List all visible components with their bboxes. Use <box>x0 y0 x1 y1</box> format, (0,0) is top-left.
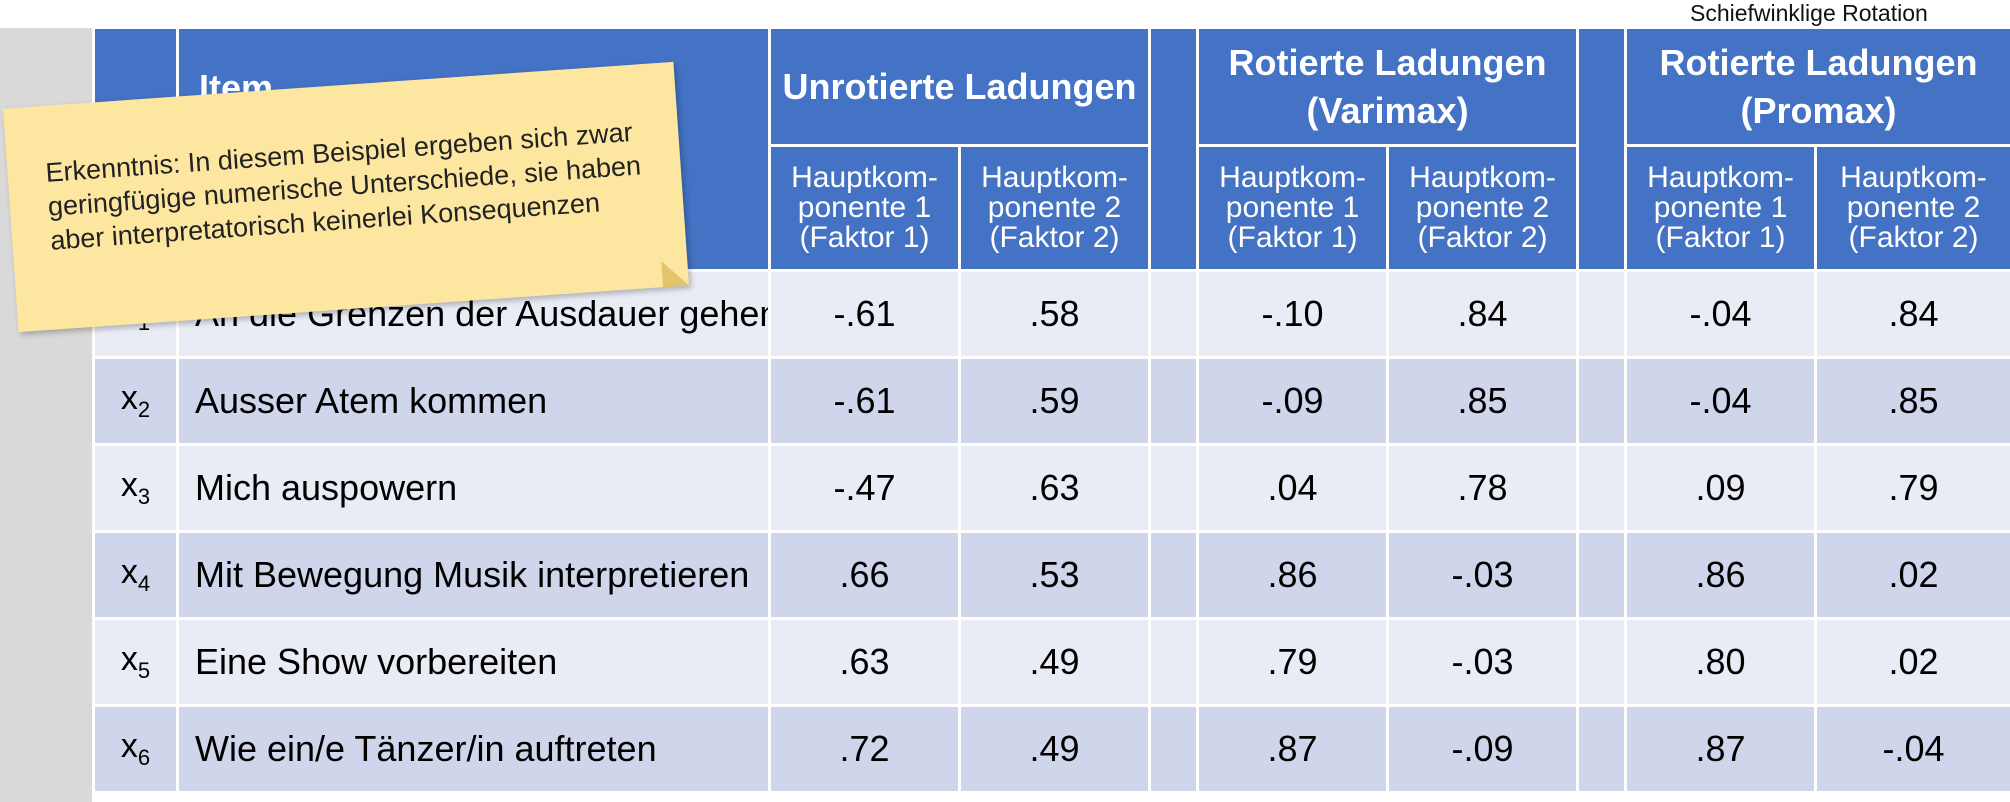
header-spacer <box>1576 26 1628 272</box>
spacer-cell <box>1576 443 1628 533</box>
table-row: x2 Ausser Atem kommen -.61 .59 -.09 .85 … <box>92 356 2010 446</box>
loading-value: -.47 <box>768 443 961 533</box>
loading-value: .09 <box>1624 443 1818 533</box>
variable-label: x5 <box>92 617 179 707</box>
loading-value: .66 <box>768 530 961 620</box>
loading-value: -.04 <box>1624 356 1818 446</box>
item-text: Eine Show vorbereiten <box>176 617 771 707</box>
loading-value: -.61 <box>768 356 961 446</box>
loading-value: .79 <box>1196 617 1390 707</box>
loading-value: .86 <box>1624 530 1818 620</box>
loading-value: .58 <box>957 269 1152 359</box>
loading-value: -.10 <box>1196 269 1390 359</box>
table-row: x6 Wie ein/e Tänzer/in auftreten .72 .49… <box>92 704 2010 794</box>
spacer-cell <box>1576 617 1628 707</box>
table-row: x5 Eine Show vorbereiten .63 .49 .79 -.0… <box>92 617 2010 707</box>
spacer-cell <box>1148 356 1200 446</box>
rotation-label: Schiefwinklige Rotation <box>1690 0 1928 26</box>
loading-value: -.61 <box>768 269 961 359</box>
loading-value: .02 <box>1814 530 2010 620</box>
spacer-cell <box>1576 269 1628 359</box>
loading-value: .85 <box>1386 356 1580 446</box>
subheader-col: Hauptkom-ponente 2 (Faktor 2) <box>1386 144 1580 272</box>
loading-value: .80 <box>1624 617 1818 707</box>
spacer-cell <box>1576 530 1628 620</box>
variable-label: x6 <box>92 704 179 794</box>
loading-value: .59 <box>957 356 1152 446</box>
loading-value: -.09 <box>1196 356 1390 446</box>
variable-label: x2 <box>92 356 179 446</box>
loading-value: .49 <box>957 704 1152 794</box>
spacer-cell <box>1148 269 1200 359</box>
variable-label: x3 <box>92 443 179 533</box>
item-text: Wie ein/e Tänzer/in auftreten <box>176 704 771 794</box>
header-group-promax: Rotierte Ladungen (Promax) <box>1624 26 2010 147</box>
header-group-varimax: Rotierte Ladungen (Varimax) <box>1196 26 1580 147</box>
variable-label: x4 <box>92 530 179 620</box>
subheader-col: Hauptkom-ponente 1 (Faktor 1) <box>1196 144 1390 272</box>
loading-value: .02 <box>1814 617 2010 707</box>
loading-value: .87 <box>1624 704 1818 794</box>
header-group-unrotated: Unrotierte Ladungen <box>767 26 1152 147</box>
spacer-cell <box>1148 530 1200 620</box>
loading-value: .53 <box>957 530 1152 620</box>
loading-value: .87 <box>1196 704 1390 794</box>
item-text: Ausser Atem kommen <box>176 356 771 446</box>
spacer-cell <box>1576 704 1628 794</box>
table-row: x4 Mit Bewegung Musik interpretieren .66… <box>92 530 2010 620</box>
item-text: Mich auspowern <box>176 443 771 533</box>
loading-value: .72 <box>768 704 961 794</box>
sticky-note: Erkenntnis: In diesem Beispiel ergeben s… <box>3 61 689 333</box>
loading-value: .84 <box>1386 269 1580 359</box>
loading-value: .63 <box>957 443 1152 533</box>
loading-value: -.04 <box>1814 704 2010 794</box>
loading-value: .78 <box>1386 443 1580 533</box>
subheader-col: Hauptkom-ponente 2 (Faktor 2) <box>957 144 1152 272</box>
loading-value: .04 <box>1196 443 1390 533</box>
item-text: Mit Bewegung Musik interpretieren <box>176 530 771 620</box>
loading-value: .85 <box>1814 356 2010 446</box>
subheader-col: Hauptkom-ponente 1 (Faktor 1) <box>1624 144 1818 272</box>
note-text: Erkenntnis: In diesem Beispiel ergeben s… <box>44 116 642 256</box>
table-row: x3 Mich auspowern -.47 .63 .04 .78 .09 .… <box>92 443 2010 533</box>
loading-value: .49 <box>957 617 1152 707</box>
loading-value: -.04 <box>1624 269 1818 359</box>
loading-value: .63 <box>768 617 961 707</box>
spacer-cell <box>1576 356 1628 446</box>
note-fold-corner <box>661 259 689 288</box>
spacer-cell <box>1148 617 1200 707</box>
loading-value: -.03 <box>1386 530 1580 620</box>
subheader-col: Hauptkom-ponente 2 (Faktor 2) <box>1814 144 2010 272</box>
header-spacer <box>1148 26 1200 272</box>
subheader-col: Hauptkom-ponente 1 (Faktor 1) <box>768 144 961 272</box>
spacer-cell <box>1148 704 1200 794</box>
loading-value: .86 <box>1196 530 1390 620</box>
loading-value: -.03 <box>1386 617 1580 707</box>
loading-value: -.09 <box>1386 704 1580 794</box>
spacer-cell <box>1148 443 1200 533</box>
loading-value: .84 <box>1814 269 2010 359</box>
loading-value: .79 <box>1814 443 2010 533</box>
